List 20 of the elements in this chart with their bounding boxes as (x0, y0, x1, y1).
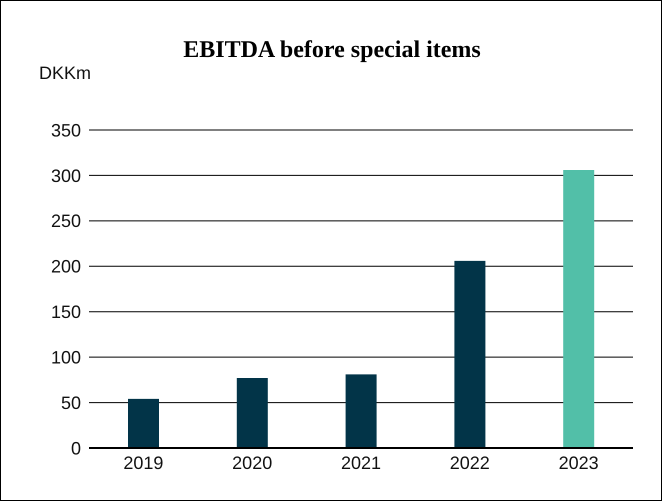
x-tick-label: 2022 (450, 452, 490, 473)
y-tick-label: 50 (60, 392, 81, 413)
x-tick-label: 2019 (123, 452, 164, 473)
y-tick-label: 350 (50, 120, 81, 140)
y-tick-label: 250 (50, 211, 81, 232)
y-axis-title: DKKm (39, 63, 92, 84)
x-tick-label: 2021 (340, 452, 382, 473)
y-tick-label: 100 (50, 348, 81, 368)
chart-title: EBITDA before special items (182, 37, 482, 64)
x-tick-label: 2020 (232, 452, 272, 473)
bar (563, 170, 594, 448)
bar (128, 398, 159, 448)
y-tick-label: 300 (50, 166, 81, 186)
y-tick-label: 0 (70, 438, 81, 458)
x-tick-label: 2023 (558, 452, 599, 473)
y-tick-label: 150 (50, 302, 81, 322)
bar (236, 378, 268, 448)
bar (454, 260, 486, 448)
bar (346, 374, 377, 448)
y-tick-label: 200 (50, 256, 81, 277)
